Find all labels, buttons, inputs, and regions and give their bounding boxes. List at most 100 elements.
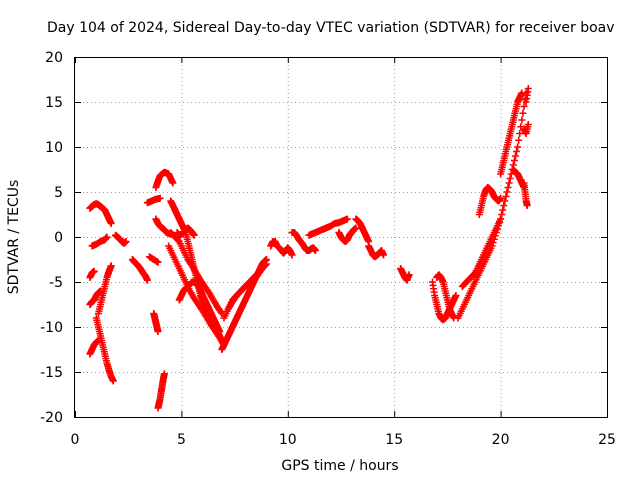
data-point (343, 215, 351, 223)
series-seg-d (86, 200, 115, 227)
x-tick-label: 10 (279, 432, 297, 448)
y-tick-label: -5 (49, 275, 63, 291)
data-point (504, 184, 512, 191)
data-point (109, 377, 117, 385)
series-seg-w (224, 260, 271, 313)
data-point (497, 215, 505, 223)
data-point (518, 116, 526, 124)
data-point (523, 202, 531, 209)
x-tick-label: 15 (385, 432, 403, 448)
data-point (499, 206, 507, 214)
data-point (501, 197, 509, 205)
data-point (261, 261, 269, 269)
x-tick-label: 5 (177, 432, 186, 448)
y-tick-label: 10 (45, 140, 63, 156)
data-point (518, 89, 526, 97)
data-point (498, 211, 506, 218)
series-seg-m (154, 370, 168, 412)
plot-frame (74, 57, 608, 418)
chart-title: Day 104 of 2024, Sidereal Day-to-day VTE… (47, 20, 615, 36)
y-tick-label: 20 (45, 50, 63, 66)
series-seg-e (88, 233, 111, 250)
series-seg-l (150, 310, 162, 335)
series-seg-aa (335, 224, 360, 245)
series-seg-af (433, 271, 458, 322)
data-point (502, 193, 510, 200)
data-point (143, 276, 151, 284)
series-seg-ag (454, 89, 530, 322)
series-seg-an (522, 85, 532, 106)
series-seg-ai (475, 184, 505, 218)
series-seg-ac (365, 242, 388, 261)
data-point (160, 370, 168, 378)
data-point (405, 271, 413, 279)
data-point (507, 170, 515, 178)
data-point (497, 194, 505, 202)
data-point (452, 292, 460, 299)
data-point (156, 194, 164, 202)
data-point (506, 175, 514, 182)
y-tick-label: -20 (40, 410, 63, 426)
data-point (90, 267, 98, 275)
series-seg-j (143, 194, 164, 207)
series-seg-q (165, 242, 228, 349)
data-point (516, 130, 524, 137)
data-point (263, 260, 271, 268)
x-tick-label: 25 (598, 432, 616, 448)
data-point (380, 251, 388, 259)
x-tick-label: 0 (71, 432, 80, 448)
data-point (511, 152, 519, 160)
data-point (216, 328, 224, 335)
series-seg-t (175, 278, 224, 335)
data-point (515, 136, 523, 144)
data-point (288, 251, 296, 259)
data-point (107, 262, 115, 270)
y-tick-label: 5 (54, 185, 63, 201)
series-seg-s (173, 224, 198, 239)
series-seg-g (94, 262, 115, 317)
series-seg-h (111, 231, 130, 247)
series-seg-ab (352, 215, 373, 245)
data-point (524, 85, 532, 92)
data-point (503, 188, 511, 196)
data-point (154, 258, 162, 266)
data-point (154, 328, 162, 335)
series-seg-i (128, 256, 151, 284)
y-tick-label: 15 (45, 95, 63, 111)
data-point (311, 247, 319, 254)
y-axis-label: SDTVAR / TECUs (6, 180, 22, 295)
data-point (352, 224, 360, 232)
series-seg-x (267, 238, 296, 259)
series-seg-am (520, 121, 532, 137)
data-point (519, 109, 527, 117)
data-points (86, 85, 532, 412)
data-point (505, 179, 513, 187)
y-tick-label: -10 (40, 320, 63, 336)
series-seg-z (305, 215, 351, 239)
data-point (190, 231, 198, 239)
data-point (103, 233, 111, 241)
series-seg-k (145, 253, 162, 266)
data-point (169, 179, 177, 187)
y-tick-label: -15 (40, 365, 63, 381)
data-point (524, 121, 532, 128)
series-seg-y (288, 229, 319, 254)
data-point (513, 148, 521, 155)
series-seg-ad (397, 265, 413, 284)
data-point (107, 220, 115, 227)
x-axis-label: GPS time / hours (281, 458, 398, 474)
x-tick-label: 20 (492, 432, 510, 448)
series-seg-b (86, 267, 98, 281)
series-seg-n (152, 168, 177, 191)
tick-labels: 0 5 10 15 20 25 -20 -15 -10 -5 0 5 10 15 20 (40, 50, 616, 448)
series-seg-ah (458, 215, 505, 290)
series-seg-aj (497, 89, 526, 178)
data-point (500, 202, 508, 209)
data-point (122, 238, 130, 245)
data-point (514, 143, 522, 151)
data-point (510, 157, 518, 164)
y-tick-label: 0 (54, 230, 63, 246)
data-point (520, 103, 528, 110)
series-seg-al (520, 179, 531, 209)
